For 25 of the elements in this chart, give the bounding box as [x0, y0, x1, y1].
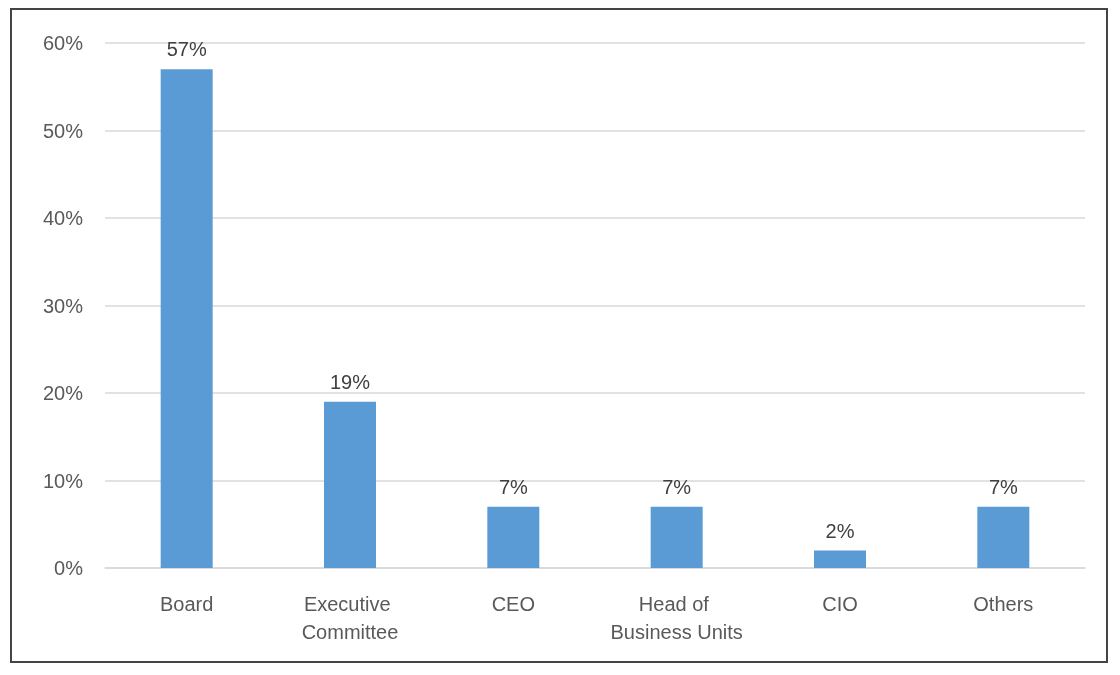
bar: [487, 506, 540, 568]
y-tick-label: 50%: [42, 119, 84, 142]
y-tick-label: 30%: [42, 294, 84, 317]
data-label: 57%: [166, 38, 207, 61]
x-tick-label: Others: [973, 593, 1034, 615]
bar: [160, 69, 213, 568]
bar: [650, 506, 703, 568]
x-tick-label: CEO: [491, 593, 536, 615]
y-tick-label: 20%: [42, 382, 84, 404]
y-tick-label: 0%: [54, 557, 84, 579]
bar: [977, 506, 1030, 568]
data-label: 7%: [662, 475, 692, 498]
data-label: 2%: [825, 519, 855, 542]
y-tick-label: 40%: [42, 207, 84, 229]
y-tick-label: 60%: [42, 32, 84, 54]
x-tick-label: Executive Committee: [301, 593, 399, 643]
data-label: 7%: [988, 475, 1018, 498]
data-label: 19%: [329, 370, 371, 393]
bar: [814, 550, 866, 568]
x-tick-label: Head of Business Units: [610, 593, 743, 643]
x-tick-label: Board: [159, 593, 214, 615]
bar: [324, 401, 376, 568]
data-label: 7%: [498, 475, 528, 498]
x-tick-label: CIO: [822, 593, 858, 615]
y-tick-label: 10%: [42, 469, 84, 492]
